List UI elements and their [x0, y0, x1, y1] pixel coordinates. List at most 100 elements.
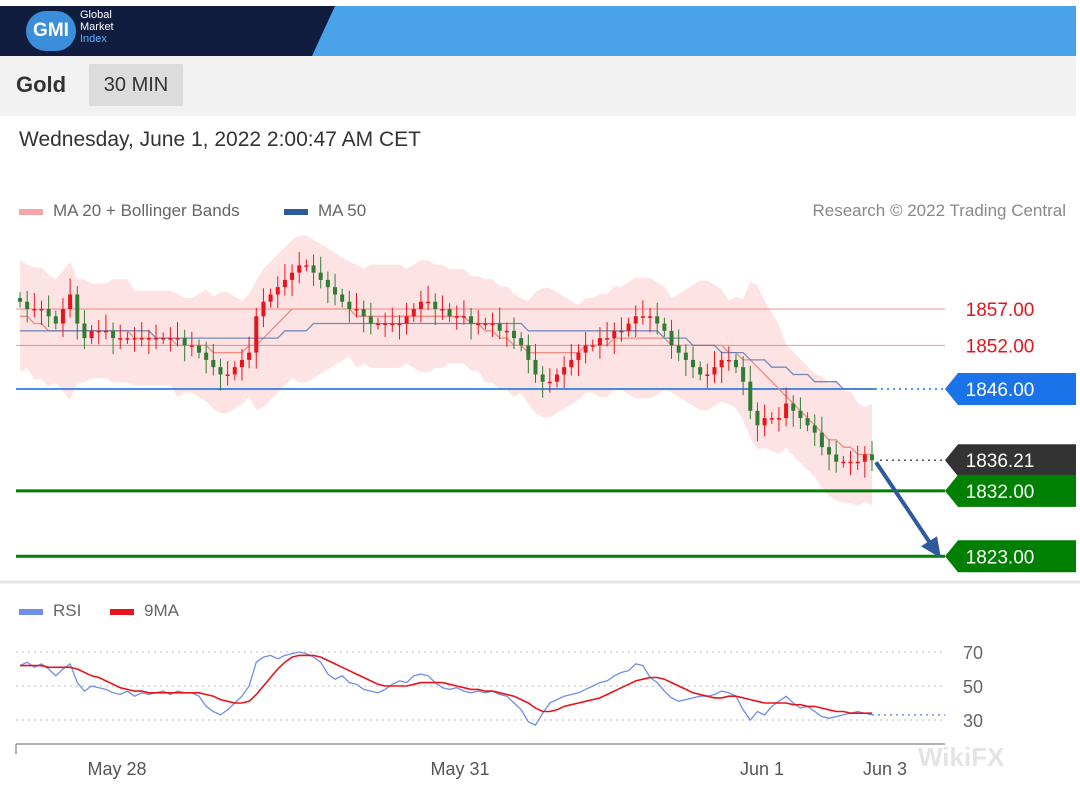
candle-body — [540, 374, 545, 382]
candle-body — [53, 316, 58, 324]
candle-body — [719, 359, 724, 368]
candle-body — [268, 294, 273, 302]
legend-swatch-9ma — [110, 608, 134, 615]
header-banner: GMI Global Market Index — [0, 6, 1076, 56]
candle-body — [576, 352, 581, 360]
level-label-1823.00: 1823.00 — [966, 547, 1035, 568]
legend-item-9ma: 9MA — [110, 601, 179, 621]
level-label-1857.00: 1857.00 — [966, 300, 1035, 321]
candle-body — [655, 316, 660, 324]
candle-body — [68, 294, 73, 309]
candle-body — [325, 279, 330, 288]
legend-item-ma20: MA 20 + Bollinger Bands — [19, 201, 240, 221]
forecast-arrow-shaft — [874, 461, 937, 552]
candle-body — [82, 323, 87, 339]
candle-body — [96, 330, 101, 333]
candle-body — [476, 323, 481, 326]
candle-body — [733, 359, 738, 368]
copyright-text: Research © 2022 Trading Central — [812, 201, 1067, 220]
rsi-tick-label: 50 — [963, 677, 983, 697]
candle-body — [755, 410, 760, 426]
candle-body — [469, 316, 474, 324]
timeframe-button[interactable]: 30 MIN — [89, 64, 183, 106]
candle-body — [340, 294, 345, 302]
candle-body — [698, 367, 703, 375]
level-tag-1846.00 — [945, 373, 1076, 405]
candle-body — [146, 338, 151, 340]
level-label-1852.00: 1852.00 — [966, 336, 1035, 357]
candle-body — [318, 272, 323, 280]
candle-body — [855, 461, 860, 464]
level-label-1836.21: 1836.21 — [966, 451, 1035, 472]
candle-body — [282, 279, 287, 288]
legend-swatch-ma50 — [284, 208, 308, 215]
gmi-logo[interactable]: GMI — [26, 11, 76, 51]
candle-body — [118, 338, 123, 340]
candle-body — [154, 338, 159, 340]
legend-label-9ma: 9MA — [144, 601, 179, 620]
candle-body — [25, 301, 30, 309]
candle-body — [483, 323, 488, 326]
candle-body — [18, 298, 22, 302]
brand-line-3: Index — [80, 33, 107, 45]
candle-body — [683, 352, 688, 360]
candle-body — [447, 309, 452, 317]
candle-body — [397, 323, 402, 326]
candle-body — [39, 309, 44, 311]
candle-body — [383, 323, 388, 326]
level-labels: 1857.00 1852.00 1846.00 1836.21 1832.00 1823.… — [945, 300, 1076, 573]
watermark: WikiFX — [918, 742, 1005, 772]
candle-body — [182, 338, 187, 346]
candle-body — [547, 381, 552, 384]
chart-datetime: Wednesday, June 1, 2022 2:00:47 AM CET — [19, 128, 421, 151]
candle-body — [640, 316, 645, 318]
legend-swatch-ma20 — [19, 208, 43, 215]
candle-body — [161, 338, 166, 340]
candle-body — [111, 330, 116, 339]
x-tick-label: Jun 3 — [863, 759, 907, 779]
candle-body — [569, 359, 574, 368]
candle-body — [125, 338, 130, 340]
candle-body — [648, 316, 653, 318]
candle-body — [254, 316, 259, 353]
candle-body — [440, 309, 445, 311]
candle-body — [691, 359, 696, 368]
candle-body — [225, 374, 230, 376]
candle-body — [490, 323, 495, 326]
candle-body — [46, 309, 51, 317]
candle-body — [261, 301, 266, 317]
candle-body — [60, 309, 65, 324]
candle-body — [605, 338, 610, 340]
candle-body — [583, 345, 588, 353]
candle-body — [368, 316, 373, 324]
candle-body — [812, 425, 817, 433]
candle-body — [426, 301, 431, 304]
brand-line-2: Market — [80, 21, 114, 33]
candle-body — [741, 367, 746, 382]
legend-label-ma20: MA 20 + Bollinger Bands — [53, 201, 240, 220]
candle-body — [626, 323, 631, 331]
candle-body — [862, 454, 867, 462]
bollinger-band-area — [20, 235, 872, 507]
candle-body — [390, 323, 395, 326]
candle-body — [590, 345, 595, 347]
candle-body — [404, 316, 409, 324]
x-tick-label: Jun 1 — [740, 759, 784, 779]
candle-body — [562, 367, 567, 375]
candle-body — [819, 432, 824, 448]
forecast-arrow — [874, 461, 941, 559]
candle-body — [75, 294, 80, 324]
legend-label-ma50: MA 50 — [318, 201, 367, 220]
forecast-arrow-head — [921, 536, 941, 559]
candle-body — [512, 330, 517, 339]
candle-body — [297, 265, 302, 273]
candle-body — [726, 359, 731, 362]
rsi-ma9-line — [20, 654, 872, 715]
symbol-title: Gold — [16, 72, 67, 97]
candle-body — [762, 418, 767, 426]
x-tick-label: May 31 — [430, 759, 489, 779]
brand-line-1: Global — [80, 9, 112, 21]
candle-body — [791, 403, 796, 411]
candle-body — [834, 454, 839, 462]
candle-body — [354, 309, 359, 311]
